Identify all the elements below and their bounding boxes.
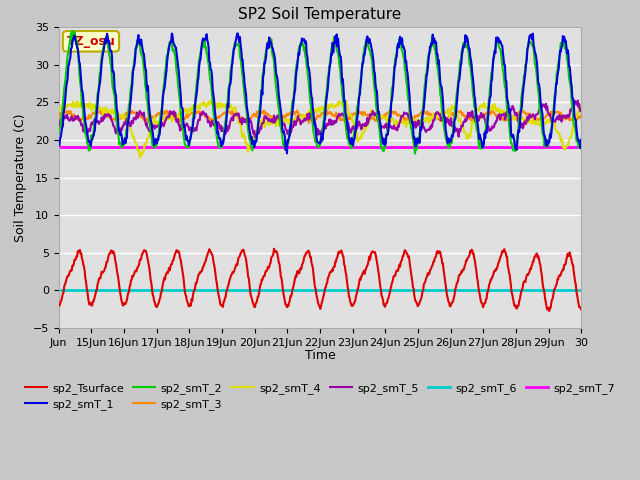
sp2_smT_2 — [239, 73, 246, 79]
sp2_smT_3 — [323, 107, 330, 113]
sp2_smT_2 — [117, 143, 125, 148]
sp2_Tsurface — [270, 246, 278, 252]
X-axis label: Time: Time — [305, 349, 335, 362]
sp2_smT_4 — [55, 108, 63, 113]
sp2_Tsurface — [238, 248, 246, 253]
Y-axis label: Soil Temperature (C): Soil Temperature (C) — [14, 113, 27, 242]
sp2_smT_7 — [116, 144, 124, 150]
sp2_smT_4 — [577, 106, 585, 112]
sp2_smT_1 — [212, 120, 220, 125]
sp2_smT_3 — [577, 112, 585, 118]
sp2_smT_7 — [403, 144, 411, 150]
sp2_smT_1 — [283, 150, 291, 156]
sp2_smT_2 — [213, 135, 221, 141]
sp2_smT_4 — [214, 103, 221, 108]
sp2_smT_2 — [411, 151, 419, 156]
sp2_Tsurface — [374, 268, 382, 274]
Line: sp2_Tsurface: sp2_Tsurface — [59, 249, 581, 311]
sp2_smT_7 — [577, 144, 585, 150]
Line: sp2_smT_5: sp2_smT_5 — [59, 100, 581, 138]
sp2_smT_3 — [258, 110, 266, 116]
sp2_smT_2 — [577, 137, 585, 143]
sp2_smT_3 — [305, 120, 312, 126]
sp2_smT_4 — [239, 131, 247, 136]
Line: sp2_smT_3: sp2_smT_3 — [59, 110, 581, 123]
sp2_smT_6 — [577, 288, 585, 293]
sp2_smT_2 — [404, 88, 412, 94]
sp2_smT_3 — [55, 113, 63, 119]
Text: TZ_osu: TZ_osu — [67, 35, 115, 48]
sp2_smT_3 — [404, 118, 412, 123]
sp2_smT_6 — [55, 288, 63, 293]
sp2_smT_6 — [238, 288, 246, 293]
sp2_smT_5 — [574, 97, 582, 103]
sp2_smT_4 — [136, 155, 143, 160]
sp2_Tsurface — [116, 289, 124, 295]
sp2_smT_6 — [403, 288, 411, 293]
Line: sp2_smT_1: sp2_smT_1 — [59, 34, 581, 153]
sp2_Tsurface — [545, 308, 553, 314]
sp2_Tsurface — [212, 276, 220, 282]
sp2_smT_1 — [259, 92, 266, 97]
sp2_Tsurface — [258, 276, 266, 282]
Title: SP2 Soil Temperature: SP2 Soil Temperature — [238, 7, 402, 22]
sp2_smT_6 — [212, 288, 220, 293]
Line: sp2_smT_4: sp2_smT_4 — [59, 101, 581, 157]
sp2_smT_1 — [577, 137, 585, 143]
sp2_smT_4 — [207, 98, 214, 104]
sp2_smT_2 — [68, 28, 76, 34]
sp2_smT_5 — [252, 135, 260, 141]
sp2_smT_4 — [404, 118, 412, 123]
sp2_smT_7 — [55, 144, 63, 150]
sp2_smT_1 — [234, 31, 241, 36]
sp2_smT_3 — [238, 116, 246, 121]
sp2_Tsurface — [55, 301, 63, 307]
sp2_smT_7 — [374, 144, 381, 150]
sp2_smT_1 — [239, 57, 246, 63]
sp2_smT_1 — [55, 143, 63, 149]
sp2_smT_2 — [374, 119, 382, 125]
sp2_smT_7 — [258, 144, 266, 150]
sp2_smT_2 — [55, 131, 63, 136]
sp2_smT_6 — [258, 288, 266, 293]
sp2_smT_5 — [577, 108, 585, 113]
sp2_smT_3 — [116, 115, 124, 120]
sp2_smT_5 — [55, 124, 63, 130]
sp2_smT_6 — [116, 288, 124, 293]
sp2_smT_4 — [116, 112, 124, 118]
sp2_smT_5 — [238, 121, 246, 127]
sp2_smT_4 — [259, 118, 267, 123]
sp2_smT_5 — [374, 116, 382, 122]
sp2_smT_5 — [259, 120, 266, 126]
sp2_smT_5 — [116, 128, 124, 134]
sp2_smT_2 — [259, 72, 266, 78]
sp2_smT_5 — [212, 122, 220, 128]
sp2_smT_7 — [212, 144, 220, 150]
sp2_smT_1 — [404, 77, 412, 83]
sp2_Tsurface — [404, 252, 412, 257]
Legend: sp2_Tsurface, sp2_smT_1, sp2_smT_2, sp2_smT_3, sp2_smT_4, sp2_smT_5, sp2_smT_6, : sp2_Tsurface, sp2_smT_1, sp2_smT_2, sp2_… — [20, 378, 620, 415]
sp2_smT_5 — [404, 110, 412, 116]
sp2_smT_3 — [375, 116, 383, 121]
sp2_smT_7 — [238, 144, 246, 150]
sp2_smT_6 — [374, 288, 381, 293]
sp2_smT_1 — [116, 132, 124, 138]
Line: sp2_smT_2: sp2_smT_2 — [59, 31, 581, 154]
sp2_smT_4 — [375, 111, 383, 117]
sp2_smT_3 — [212, 115, 220, 121]
sp2_smT_1 — [375, 109, 383, 115]
sp2_Tsurface — [577, 307, 585, 312]
